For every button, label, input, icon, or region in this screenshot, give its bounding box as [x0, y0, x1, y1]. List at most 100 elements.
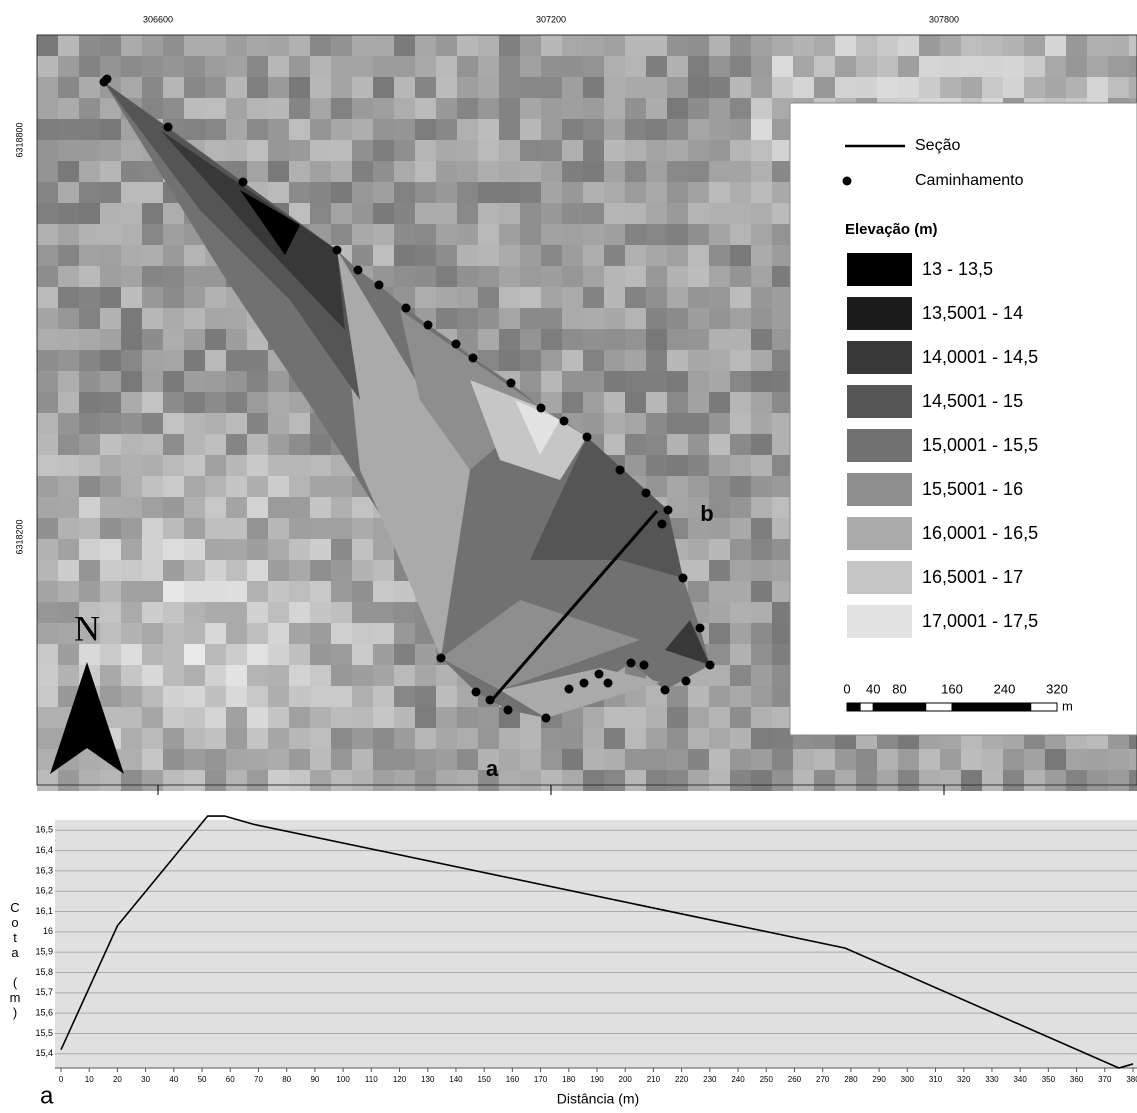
raster-cell — [226, 56, 247, 77]
raster-cell — [961, 77, 982, 98]
raster-cell — [226, 413, 247, 434]
raster-cell — [667, 203, 688, 224]
raster-cell — [289, 434, 310, 455]
raster-cell — [373, 560, 394, 581]
raster-cell — [100, 560, 121, 581]
raster-cell — [499, 266, 520, 287]
figure: a b N Seção Caminhamento Elevação (m) 13… — [0, 0, 1137, 1113]
raster-cell — [646, 119, 667, 140]
raster-cell — [730, 707, 751, 728]
raster-cell — [688, 56, 709, 77]
raster-cell — [751, 392, 772, 413]
y-tick-label: 16,2 — [35, 886, 53, 896]
raster-cell — [79, 203, 100, 224]
raster-cell — [373, 602, 394, 623]
raster-cell — [751, 644, 772, 665]
raster-cell — [226, 98, 247, 119]
raster-cell — [205, 371, 226, 392]
raster-cell — [541, 98, 562, 119]
raster-cell — [751, 266, 772, 287]
raster-cell — [37, 539, 58, 560]
raster-cell — [457, 329, 478, 350]
x-tick-label: 110 — [365, 1075, 378, 1084]
raster-cell — [940, 749, 961, 770]
raster-cell — [562, 182, 583, 203]
raster-cell — [583, 770, 604, 791]
raster-cell — [289, 182, 310, 203]
raster-cell — [58, 140, 79, 161]
raster-cell — [625, 77, 646, 98]
raster-cell — [1045, 749, 1066, 770]
raster-cell — [37, 623, 58, 644]
raster-cell — [604, 770, 625, 791]
raster-cell — [583, 728, 604, 749]
raster-cell — [520, 728, 541, 749]
raster-cell — [310, 749, 331, 770]
raster-cell — [163, 224, 184, 245]
raster-cell — [205, 413, 226, 434]
raster-cell — [1045, 77, 1066, 98]
x-tick-label: 160 — [506, 1075, 520, 1084]
raster-cell — [394, 161, 415, 182]
raster-cell — [772, 749, 793, 770]
legend-label: 14,5001 - 15 — [922, 391, 1023, 411]
raster-cell — [709, 602, 730, 623]
raster-cell — [352, 203, 373, 224]
raster-cell — [604, 224, 625, 245]
raster-cell — [163, 602, 184, 623]
raster-cell — [373, 203, 394, 224]
raster-cell — [1129, 77, 1137, 98]
raster-cell — [1087, 749, 1108, 770]
x-tick-label: 80 — [282, 1075, 291, 1084]
raster-cell — [310, 77, 331, 98]
raster-cell — [247, 707, 268, 728]
raster-cell — [373, 77, 394, 98]
raster-cell — [121, 770, 142, 791]
raster-cell — [394, 686, 415, 707]
raster-cell — [1108, 770, 1129, 791]
raster-cell — [226, 770, 247, 791]
raster-cell — [247, 350, 268, 371]
scale-segment — [900, 703, 926, 711]
raster-cell — [667, 182, 688, 203]
scale-label: 320 — [1046, 681, 1068, 696]
raster-cell — [730, 203, 751, 224]
raster-cell — [730, 182, 751, 203]
raster-cell — [226, 602, 247, 623]
raster-cell — [688, 392, 709, 413]
raster-cell — [520, 56, 541, 77]
raster-cell — [604, 413, 625, 434]
raster-cell — [436, 287, 457, 308]
raster-cell — [520, 350, 541, 371]
raster-cell — [79, 98, 100, 119]
raster-cell — [457, 308, 478, 329]
raster-cell — [520, 749, 541, 770]
raster-cell — [310, 98, 331, 119]
walk-point — [560, 417, 569, 426]
raster-cell — [58, 350, 79, 371]
raster-cell — [688, 224, 709, 245]
raster-cell — [604, 749, 625, 770]
raster-cell — [541, 350, 562, 371]
raster-cell — [751, 581, 772, 602]
raster-cell — [58, 287, 79, 308]
raster-cell — [352, 182, 373, 203]
raster-cell — [58, 560, 79, 581]
raster-cell — [331, 560, 352, 581]
raster-cell — [373, 182, 394, 203]
raster-cell — [373, 770, 394, 791]
raster-cell — [730, 77, 751, 98]
raster-cell — [184, 98, 205, 119]
raster-cell — [289, 581, 310, 602]
raster-cell — [373, 749, 394, 770]
raster-cell — [184, 665, 205, 686]
legend-swatch — [847, 297, 912, 330]
raster-cell — [163, 749, 184, 770]
raster-cell — [331, 728, 352, 749]
raster-cell — [121, 560, 142, 581]
raster-cell — [583, 329, 604, 350]
raster-cell — [709, 35, 730, 56]
raster-cell — [646, 203, 667, 224]
raster-cell — [751, 413, 772, 434]
raster-cell — [646, 98, 667, 119]
